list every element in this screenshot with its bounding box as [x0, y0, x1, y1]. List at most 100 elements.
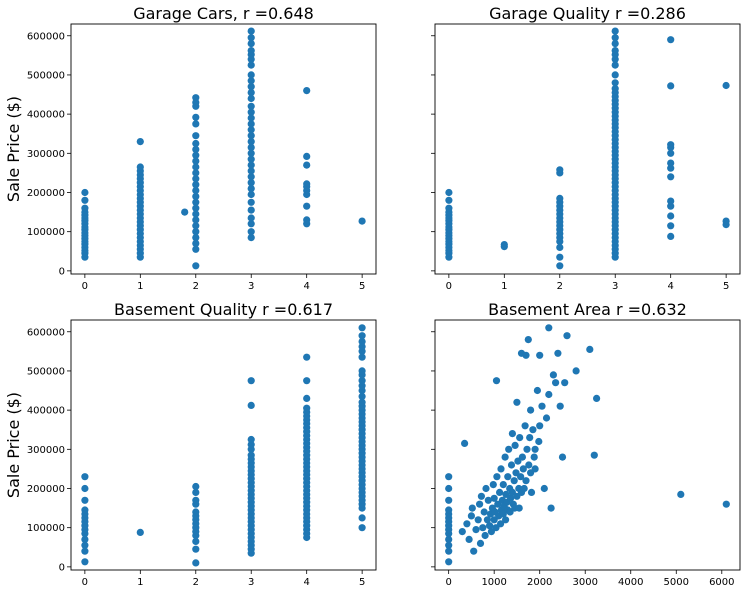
- data-point: [247, 27, 255, 35]
- data-point: [192, 198, 200, 206]
- data-point: [476, 500, 484, 508]
- data-point: [667, 82, 675, 90]
- data-point: [525, 461, 533, 469]
- x-tick-label: 5: [359, 281, 365, 292]
- data-point: [181, 208, 189, 216]
- data-point: [722, 217, 730, 225]
- data-point: [81, 496, 89, 504]
- data-point: [517, 473, 525, 481]
- data-point: [507, 461, 516, 469]
- data-point: [81, 204, 89, 212]
- data-point: [192, 222, 200, 230]
- x-tick-label: 3000: [572, 577, 597, 588]
- data-point: [136, 528, 144, 537]
- data-point: [590, 451, 598, 459]
- data-point: [192, 145, 200, 153]
- data-point: [556, 262, 564, 270]
- data-point: [303, 404, 311, 412]
- data-point: [358, 367, 366, 375]
- data-point: [358, 324, 366, 332]
- x-tick-label: 2: [557, 281, 563, 292]
- data-point: [496, 488, 504, 496]
- data-point: [247, 143, 255, 151]
- data-point: [558, 453, 567, 461]
- data-point: [192, 228, 200, 236]
- data-point: [81, 506, 89, 514]
- plot-frame: [434, 23, 741, 275]
- x-tick-label: 0: [82, 577, 88, 588]
- data-point: [247, 234, 255, 242]
- data-point: [722, 81, 730, 90]
- data-point: [482, 484, 490, 493]
- data-point: [535, 437, 543, 446]
- data-point: [476, 539, 485, 548]
- x-tick-label: 1: [137, 577, 143, 588]
- data-point: [445, 484, 453, 493]
- data-point: [358, 392, 366, 400]
- data-point: [247, 114, 255, 122]
- data-point: [247, 206, 255, 214]
- data-point: [458, 528, 466, 536]
- data-point: [515, 504, 523, 512]
- data-point: [192, 192, 200, 200]
- data-point: [303, 202, 311, 210]
- data-point: [533, 386, 542, 395]
- x-tick-label: 5: [359, 577, 365, 588]
- y-tick-label: 300000: [27, 445, 65, 456]
- data-point: [463, 520, 471, 528]
- data-point: [445, 496, 453, 504]
- data-point: [192, 216, 200, 224]
- data-point: [247, 435, 255, 444]
- data-point: [527, 406, 535, 414]
- data-point: [192, 163, 200, 171]
- data-point: [677, 490, 685, 498]
- data-point: [523, 445, 531, 453]
- data-point: [611, 34, 619, 42]
- chart-title: Garage Quality r =0.286: [489, 4, 686, 23]
- x-tick-label: 4: [303, 281, 309, 292]
- data-point: [499, 481, 507, 489]
- y-tick-label: 200000: [27, 188, 65, 199]
- data-point: [445, 196, 453, 204]
- data-point: [513, 398, 521, 406]
- data-point: [192, 113, 200, 121]
- data-point: [247, 138, 255, 146]
- data-point: [303, 216, 311, 224]
- plot-frame: [70, 23, 377, 275]
- data-point: [358, 398, 366, 406]
- data-point: [192, 245, 200, 253]
- data-point: [667, 222, 675, 230]
- chart-title: Basement Area r =0.632: [488, 300, 687, 319]
- x-tick-label: 2000: [527, 577, 552, 588]
- data-point: [247, 451, 255, 459]
- data-point: [516, 434, 524, 442]
- data-point: [247, 185, 255, 193]
- data-point: [136, 163, 144, 171]
- data-point: [81, 484, 89, 493]
- data-point: [247, 83, 255, 91]
- data-point: [136, 138, 144, 146]
- data-point: [552, 379, 560, 387]
- data-point: [545, 390, 553, 399]
- data-point: [477, 492, 485, 500]
- x-tick-label: 0: [82, 281, 88, 292]
- data-point: [465, 535, 473, 544]
- x-tick-label: 4000: [618, 577, 643, 588]
- data-point: [611, 85, 619, 93]
- data-point: [247, 228, 255, 236]
- x-tick-label: 1: [501, 281, 507, 292]
- data-point: [492, 377, 501, 385]
- data-point: [474, 516, 482, 524]
- data-point: [247, 40, 255, 48]
- y-tick-label: 500000: [27, 366, 65, 377]
- data-point: [481, 531, 489, 540]
- data-point: [479, 524, 487, 532]
- data-point: [81, 541, 89, 549]
- y-tick-label: 600000: [27, 327, 65, 338]
- y-tick-label: 500000: [27, 70, 65, 81]
- y-tick-label: 100000: [27, 523, 65, 534]
- data-point: [549, 371, 558, 379]
- data-point: [556, 166, 564, 174]
- data-point: [501, 453, 509, 461]
- data-point: [247, 220, 255, 228]
